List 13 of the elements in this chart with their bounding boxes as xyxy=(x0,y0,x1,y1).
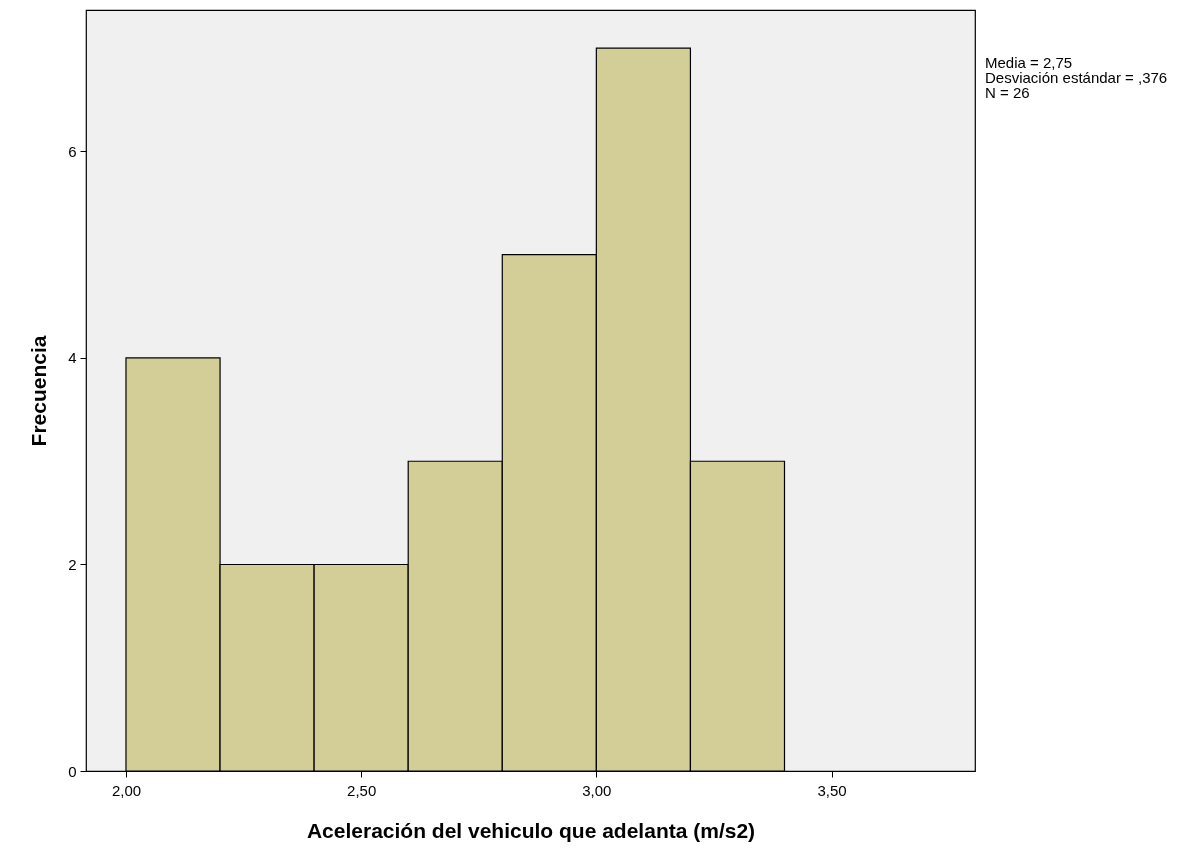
text: Media = 2,75 xyxy=(985,54,1073,71)
x-tick-label: 2,00 xyxy=(111,781,142,799)
y-tick-label: 2 xyxy=(68,555,77,573)
x-tick-label: 3,50 xyxy=(817,781,847,799)
y-tick-label: 6 xyxy=(68,142,77,160)
text: Desviación estándar = ,376 xyxy=(985,69,1168,86)
y-tick-label: 4 xyxy=(68,349,77,367)
text: N = 26 xyxy=(985,84,1030,101)
x-tick-label: 3,00 xyxy=(582,781,612,799)
y-tick-label: 0 xyxy=(68,762,77,780)
x-tick-label: 2,50 xyxy=(347,781,377,799)
x-axis-title: Aceleración del vehiculo que adelanta (m/s2) xyxy=(306,818,756,842)
y-axis-title: Frecuencia xyxy=(27,335,51,447)
